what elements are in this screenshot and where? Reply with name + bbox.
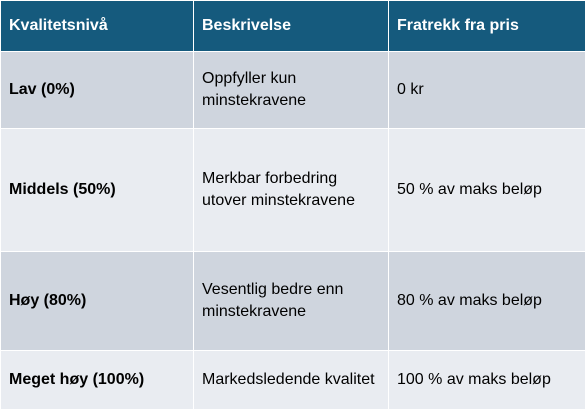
table-row: Meget høy (100%) Markedsledende kvalitet… xyxy=(0,350,586,410)
cell-quality-level: Middels (50%) xyxy=(0,128,194,252)
cell-description: Merkbar forbedring utover minstekravene xyxy=(193,128,389,252)
cell-price-deduction: 0 kr xyxy=(388,51,586,129)
table-row: Høy (80%) Vesentlig bedre enn minstekrav… xyxy=(0,251,586,351)
header-quality-level: Kvalitetsnivå xyxy=(0,0,194,52)
cell-quality-level: Høy (80%) xyxy=(0,251,194,351)
cell-description: Vesentlig bedre enn minstekravene xyxy=(193,251,389,351)
table-row: Middels (50%) Merkbar forbedring utover … xyxy=(0,128,586,252)
table-body: Lav (0%) Oppfyller kun minstekravene 0 k… xyxy=(0,51,586,410)
cell-quality-level: Lav (0%) xyxy=(0,51,194,129)
header-price-deduction: Fratrekk fra pris xyxy=(388,0,586,52)
cell-price-deduction: 100 % av maks beløp xyxy=(388,350,586,410)
table-header: Kvalitetsnivå Beskrivelse Fratrekk fra p… xyxy=(0,0,586,52)
table-row: Lav (0%) Oppfyller kun minstekravene 0 k… xyxy=(0,51,586,129)
cell-price-deduction: 50 % av maks beløp xyxy=(388,128,586,252)
cell-price-deduction: 80 % av maks beløp xyxy=(388,251,586,351)
cell-description: Markedsledende kvalitet xyxy=(193,350,389,410)
header-description: Beskrivelse xyxy=(193,0,389,52)
cell-quality-level: Meget høy (100%) xyxy=(0,350,194,410)
cell-description: Oppfyller kun minstekravene xyxy=(193,51,389,129)
header-row: Kvalitetsnivå Beskrivelse Fratrekk fra p… xyxy=(0,0,586,52)
